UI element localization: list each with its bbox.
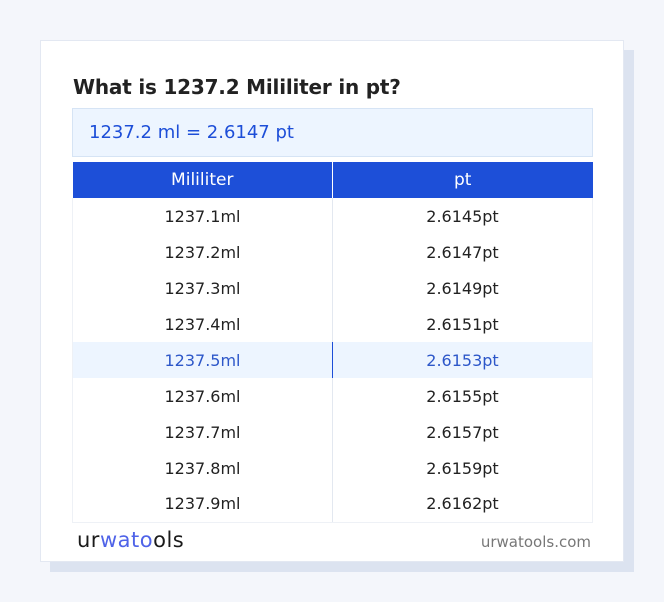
table-row: 1237.7ml 2.6157pt xyxy=(72,414,593,450)
table-row: 1237.3ml 2.6149pt xyxy=(72,270,593,306)
table-row: 1237.8ml 2.6159pt xyxy=(72,450,593,486)
conversion-table: Mililiter pt 1237.1ml 2.6145pt 1237.2ml 2.6… xyxy=(72,162,593,523)
table-row: 1237.5ml 2.6153pt xyxy=(72,342,593,378)
mililiter-cell: 1237.3ml xyxy=(72,270,333,306)
pt-cell: 2.6153pt xyxy=(332,342,593,378)
table-row: 1237.1ml 2.6145pt xyxy=(72,198,593,234)
mililiter-cell: 1237.1ml xyxy=(72,198,333,234)
mililiter-cell: 1237.7ml xyxy=(72,414,333,450)
conversion-result: 1237.2 ml = 2.6147 pt xyxy=(72,108,593,157)
pt-cell: 2.6145pt xyxy=(332,198,593,234)
urwatools-logo[interactable]: urwatools xyxy=(77,528,185,552)
pt-cell: 2.6162pt xyxy=(332,486,593,523)
conversion-card: What is 1237.2 Mililiter in pt? 1237.2 m… xyxy=(40,40,624,562)
page-title: What is 1237.2 Mililiter in pt? xyxy=(73,75,401,99)
pt-cell: 2.6155pt xyxy=(332,378,593,414)
pt-cell: 2.6159pt xyxy=(332,450,593,486)
table-row: 1237.9ml 2.6162pt xyxy=(72,486,593,523)
mililiter-cell: 1237.9ml xyxy=(72,486,333,523)
pt-cell: 2.6151pt xyxy=(332,306,593,342)
mililiter-cell: 1237.4ml xyxy=(72,306,333,342)
pt-cell: 2.6149pt xyxy=(332,270,593,306)
table-row: 1237.2ml 2.6147pt xyxy=(72,234,593,270)
site-link[interactable]: urwatools.com xyxy=(480,533,591,551)
pt-cell: 2.6147pt xyxy=(332,234,593,270)
mililiter-cell: 1237.6ml xyxy=(72,378,333,414)
table-row: 1237.6ml 2.6155pt xyxy=(72,378,593,414)
mililiter-cell: 1237.2ml xyxy=(72,234,333,270)
header-pt: pt xyxy=(332,162,593,198)
header-mililiter: Mililiter xyxy=(72,162,333,198)
table-row: 1237.4ml 2.6151pt xyxy=(72,306,593,342)
mililiter-cell: 1237.5ml xyxy=(72,342,333,378)
pt-cell: 2.6157pt xyxy=(332,414,593,450)
mililiter-cell: 1237.8ml xyxy=(72,450,333,486)
table-header: Mililiter pt xyxy=(72,162,593,198)
